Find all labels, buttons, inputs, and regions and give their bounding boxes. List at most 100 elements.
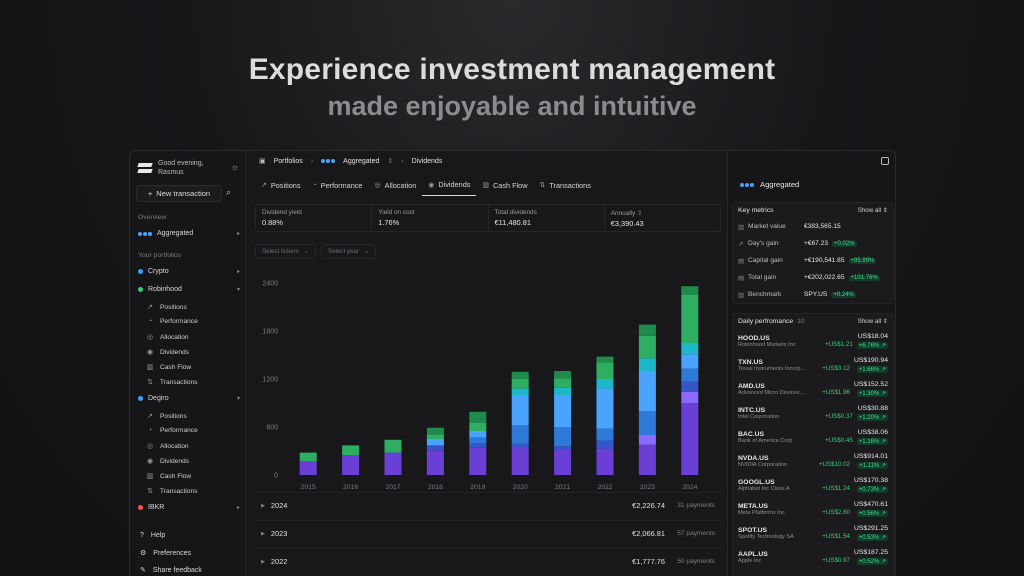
stock-row[interactable]: AAPL.US Apple Inc +US$0.97 US$187.25 +0.52% … (733, 545, 893, 569)
bar-segment[interactable] (511, 443, 529, 447)
bar-segment[interactable] (342, 445, 360, 455)
bar-segment[interactable] (596, 428, 614, 441)
bar-segment[interactable] (426, 427, 444, 435)
bar-segment[interactable] (299, 461, 317, 475)
bar-segment[interactable] (384, 439, 402, 453)
sidebar-item-robinhood[interactable]: Robinhood ▾ (138, 286, 240, 293)
stock-row[interactable]: TXN.US Texas Instruments Incorp... +US$3.1… (733, 353, 893, 377)
bar-segment[interactable] (469, 431, 487, 438)
tab-cashflow[interactable]: ▥ Cash Flow (476, 177, 533, 196)
stock-row[interactable]: BAC.US Bank of America Corp +US$0.45 US$38.… (733, 425, 893, 449)
sidebar-subitem-cashflow[interactable]: ▥ Cash Flow (146, 363, 191, 372)
panel-toggle-icon[interactable] (881, 157, 889, 165)
stock-row[interactable]: GOOGL.US Alphabet Inc Class A +US$1.24 US$1… (733, 473, 893, 497)
bar-segment[interactable] (681, 391, 699, 403)
breadcrumb-portfolios[interactable]: Portfolios (273, 157, 303, 165)
theme-toggle-icon[interactable]: ☼ (230, 162, 239, 172)
stock-row[interactable]: AMD.US Advanced Micro Devices... +US$1.96 U… (733, 377, 893, 401)
bar-segment[interactable] (469, 437, 487, 443)
bar-segment[interactable] (426, 450, 444, 475)
stock-row[interactable]: HOOD.US Robinhood Markets Inc +US$1.21 US$1… (733, 329, 893, 353)
bar-segment[interactable] (681, 343, 699, 355)
bar-segment[interactable] (342, 455, 360, 475)
sidebar-subitem-performance[interactable]: ◔ Performance (146, 427, 198, 434)
sidebar-item-crypto[interactable]: Crypto ▸ (138, 268, 240, 275)
sidebar-subitem-allocation[interactable]: ◎ Allocation (146, 442, 189, 451)
bar-segment[interactable] (638, 444, 656, 475)
bar-segment[interactable] (596, 356, 614, 363)
preferences-link[interactable]: ⚙ Preferences (140, 549, 191, 558)
bar-segment[interactable] (511, 425, 529, 444)
bar-segment[interactable] (554, 387, 572, 395)
bar-segment[interactable] (681, 381, 699, 392)
stock-row[interactable]: INTC.US Intel Corporation +US$0.37 US$30.88… (733, 401, 893, 425)
tab-dividends[interactable]: ◉ Dividends (422, 177, 477, 196)
bar-segment[interactable] (681, 286, 699, 295)
bar-segment[interactable] (596, 440, 614, 449)
bar-segment[interactable] (511, 379, 529, 389)
help-link[interactable]: ? Help (140, 532, 165, 539)
show-all-button[interactable]: Show all ⇕ (857, 207, 888, 214)
bar-segment[interactable] (638, 358, 656, 371)
select-year-dropdown[interactable]: Select year ⌄ (320, 244, 377, 259)
tab-performance[interactable]: ◔ Performance (306, 177, 368, 196)
bar-segment[interactable] (638, 411, 656, 435)
bar-segment[interactable] (596, 388, 614, 429)
bar-segment[interactable] (681, 403, 699, 475)
sidebar-item-ibkr[interactable]: IBKR ▸ (138, 504, 240, 511)
bar-segment[interactable] (596, 379, 614, 389)
bar-segment[interactable] (469, 423, 487, 431)
show-all-button[interactable]: Show all ⇕ (857, 318, 888, 325)
tab-allocation[interactable]: ◎ Allocation (369, 177, 423, 196)
bar-segment[interactable] (638, 335, 656, 359)
sidebar-subitem-transactions[interactable]: ⇅ Transactions (146, 378, 197, 387)
select-tickers-dropdown[interactable]: Select tickers ⌄ (255, 244, 316, 259)
share-feedback-link[interactable]: ✎ Share feedback (140, 566, 202, 575)
bar-segment[interactable] (511, 388, 529, 395)
tab-transactions[interactable]: ⇅ Transactions (534, 177, 597, 196)
bar-segment[interactable] (426, 439, 444, 446)
bar-segment[interactable] (638, 435, 656, 445)
stock-row[interactable]: NVDA.US NVIDIA Corporation +US$10.02 US$914… (733, 449, 893, 473)
bar-segment[interactable] (384, 452, 402, 475)
sidebar-subitem-cashflow[interactable]: ▥ Cash Flow (146, 472, 191, 481)
bar-segment[interactable] (426, 434, 444, 439)
bar-segment[interactable] (511, 371, 529, 379)
metric-annually[interactable]: Annually ⇕ €3,390.43 (605, 205, 720, 231)
sidebar-subitem-dividends[interactable]: ◉ Dividends (146, 348, 189, 357)
sidebar-subitem-positions[interactable]: ↗ Positions (146, 303, 187, 312)
sidebar-subitem-positions[interactable]: ↗ Positions (146, 412, 187, 421)
bar-segment[interactable] (511, 447, 529, 475)
bar-segment[interactable] (554, 371, 572, 379)
bar-segment[interactable] (469, 447, 487, 475)
bar-segment[interactable] (554, 395, 572, 427)
bar-segment[interactable] (681, 354, 699, 369)
bar-segment[interactable] (596, 362, 614, 379)
sidebar-toggle-icon[interactable]: ▣ (259, 158, 266, 165)
bar-segment[interactable] (554, 427, 572, 447)
bar-segment[interactable] (554, 378, 572, 388)
bar-segment[interactable] (681, 295, 699, 343)
bar-segment[interactable] (681, 368, 699, 382)
tab-positions[interactable]: ↗ Positions (255, 177, 306, 196)
sidebar-subitem-allocation[interactable]: ◎ Allocation (146, 333, 189, 342)
bar-segment[interactable] (554, 449, 572, 475)
bar-segment[interactable] (638, 371, 656, 411)
bar-segment[interactable] (469, 443, 487, 448)
bar-segment[interactable] (469, 411, 487, 423)
stock-row[interactable]: META.US Meta Platforms Inc. +US$2.60 US$470… (733, 497, 893, 521)
sidebar-subitem-performance[interactable]: ◔ Performance (146, 318, 198, 325)
sidebar-item-degiro[interactable]: Degiro ▾ (138, 395, 240, 402)
bar-segment[interactable] (426, 445, 444, 451)
bar-segment[interactable] (299, 452, 317, 462)
new-transaction-button[interactable]: + New transaction (136, 185, 222, 202)
sidebar-subitem-dividends[interactable]: ◉ Dividends (146, 457, 189, 466)
breadcrumb-aggregated[interactable]: Aggregated (343, 157, 380, 165)
year-row-2024[interactable]: ▶ 2024 €2,226.74 31 payments (255, 492, 721, 518)
bar-segment[interactable] (511, 395, 529, 426)
search-icon[interactable]: ⌕ (226, 187, 232, 197)
stock-row[interactable]: SPOT.US Spotify Technology SA +US$1.54 US$2… (733, 521, 893, 545)
sidebar-subitem-transactions[interactable]: ⇅ Transactions (146, 487, 197, 496)
year-row-2023[interactable]: ▶ 2023 €2,066.81 57 payments (255, 520, 721, 546)
bar-segment[interactable] (638, 324, 656, 336)
